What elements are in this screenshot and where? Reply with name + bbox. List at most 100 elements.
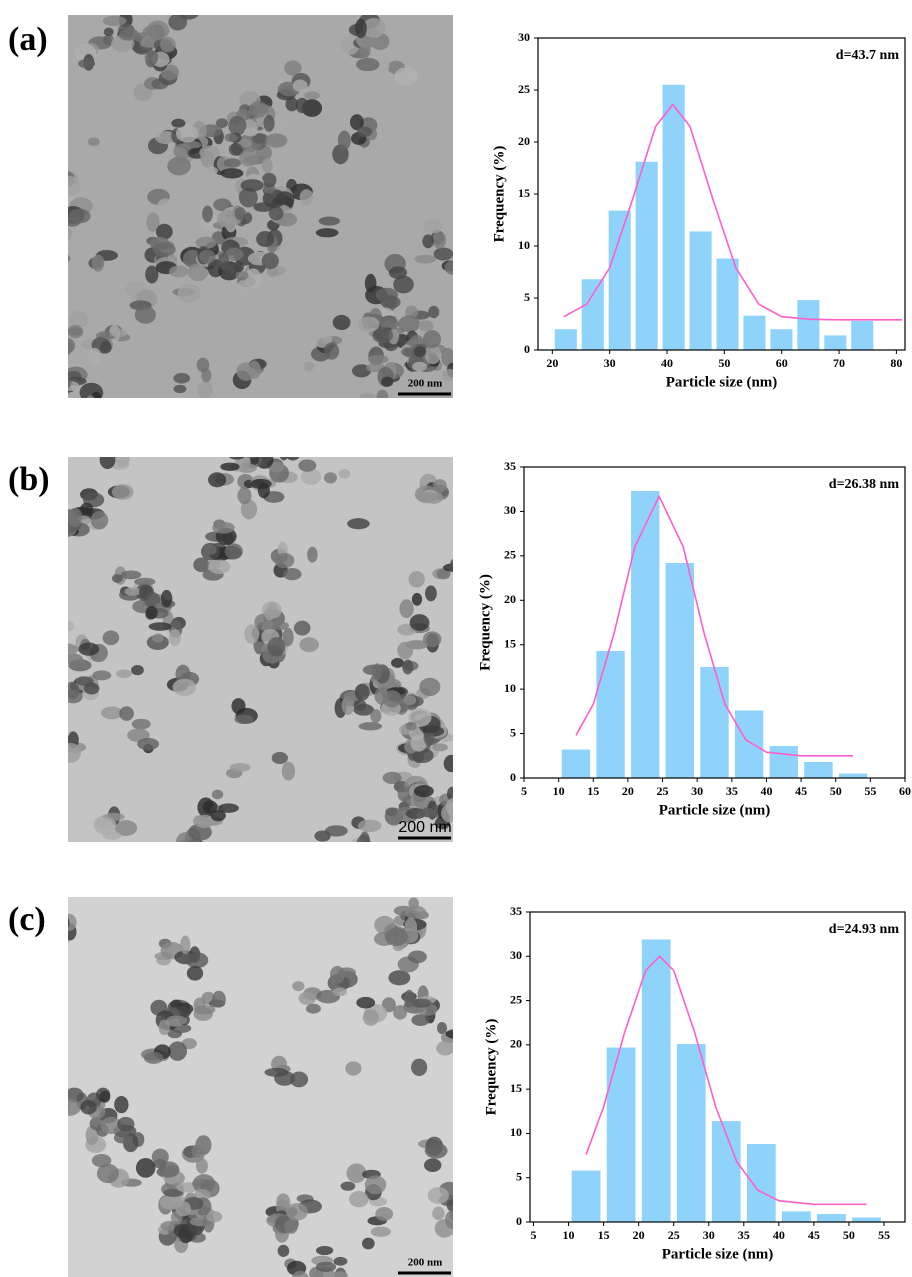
tem-particle <box>237 487 252 505</box>
tem-particle <box>372 327 394 344</box>
tem-particle <box>113 1132 131 1144</box>
x-tick-label: 25 <box>657 784 669 798</box>
tem-particle <box>220 462 240 472</box>
tem-particle <box>408 708 432 727</box>
y-tick-label: 15 <box>504 636 516 650</box>
x-tick-label: 50 <box>718 356 730 370</box>
x-tick-label: 55 <box>878 1228 890 1242</box>
tem-particle <box>361 1237 375 1250</box>
bar <box>851 320 874 350</box>
tem-particle <box>147 50 159 66</box>
tem-particle <box>114 819 138 837</box>
tem-particle <box>432 743 448 752</box>
tem-particle <box>357 316 380 332</box>
y-tick-label: 20 <box>510 1037 522 1051</box>
tem-particle <box>279 435 298 450</box>
tem-particle <box>277 541 288 557</box>
tem-particle <box>444 1209 453 1230</box>
tem-particle <box>333 1256 348 1266</box>
tem-particle <box>460 1207 477 1218</box>
annotation: d=24.93 nm <box>829 922 900 937</box>
tem-particle <box>398 315 421 333</box>
tem-particle <box>268 206 284 221</box>
tem-particle <box>212 990 226 1008</box>
tem-particle <box>405 305 419 319</box>
tem-particle <box>470 1212 486 1221</box>
panel-label: (c) <box>8 901 46 938</box>
tem-particle <box>186 965 204 981</box>
tem-particle <box>424 344 442 365</box>
tem-particle <box>75 410 87 418</box>
tem-particle <box>90 391 102 398</box>
tem-particle <box>423 330 441 349</box>
tem-particle <box>45 694 61 710</box>
tem-particle <box>239 149 258 167</box>
tem-particle <box>195 236 217 249</box>
tem-image <box>33 15 453 418</box>
tem-particle <box>432 231 447 249</box>
tem-particle <box>48 223 58 233</box>
tem-particle <box>189 843 203 855</box>
tem-particle <box>68 939 70 944</box>
tem-particle <box>443 754 453 773</box>
tem-particle <box>223 158 242 168</box>
tem-particle <box>68 525 71 538</box>
tem-particle <box>79 382 104 398</box>
tem-particle <box>271 751 288 765</box>
tem-particle <box>193 1005 216 1015</box>
tem-particle <box>394 67 419 86</box>
tem-particle <box>405 808 427 819</box>
tem-particle <box>256 231 275 247</box>
tem-particle <box>467 767 486 785</box>
x-tick-label: 25 <box>668 1228 680 1242</box>
tem-particle <box>414 254 437 264</box>
tem-particle <box>137 737 160 751</box>
tem-particle <box>411 998 432 1008</box>
tem-particle <box>49 633 67 648</box>
tem-particle <box>68 176 81 196</box>
tem-particle <box>300 468 322 485</box>
annotation: d=26.38 nm <box>829 477 900 492</box>
bar <box>746 1144 776 1222</box>
tem-particle <box>225 247 244 261</box>
x-axis-title: Particle size (nm) <box>666 374 778 390</box>
tem-particle <box>444 260 453 275</box>
tem-particle <box>103 34 114 46</box>
tem-particle <box>102 15 127 27</box>
y-tick-label: 5 <box>524 290 530 304</box>
tem-particle <box>99 457 116 470</box>
y-tick-label: 0 <box>516 1214 522 1228</box>
tem-particle <box>52 366 67 383</box>
tem-particle <box>224 543 243 560</box>
tem-particle <box>27 1091 46 1101</box>
tem-particle <box>333 1271 348 1277</box>
tem-particle <box>356 126 373 137</box>
plot-frame <box>523 466 906 779</box>
tem-particle <box>160 589 173 608</box>
y-axis-title: Frequency (%) <box>483 1019 499 1116</box>
x-tick-label: 60 <box>899 784 911 798</box>
tem-particle <box>285 97 299 112</box>
tem-particle <box>114 1095 129 1114</box>
tem-particle <box>213 198 232 212</box>
tem-particle <box>134 577 156 586</box>
tem-particle <box>238 187 258 208</box>
tem-particle <box>433 247 453 261</box>
tem-particle <box>116 669 132 679</box>
tem-particle <box>298 459 317 472</box>
tem-particle <box>325 825 348 837</box>
tem-particle <box>135 1157 156 1178</box>
tem-particle <box>315 1261 337 1272</box>
tem-particle <box>299 637 319 653</box>
tem-particle <box>15 600 26 613</box>
tem-particle <box>191 845 201 858</box>
tem-particle <box>348 1190 369 1208</box>
tem-particle <box>61 398 72 407</box>
bar <box>581 279 604 350</box>
tem-particle <box>380 295 401 309</box>
tem-particle <box>33 228 45 239</box>
tem-particle <box>40 223 55 240</box>
panel-label: (a) <box>8 21 48 58</box>
tem-particle <box>38 395 57 405</box>
tem-particle <box>17 605 31 621</box>
